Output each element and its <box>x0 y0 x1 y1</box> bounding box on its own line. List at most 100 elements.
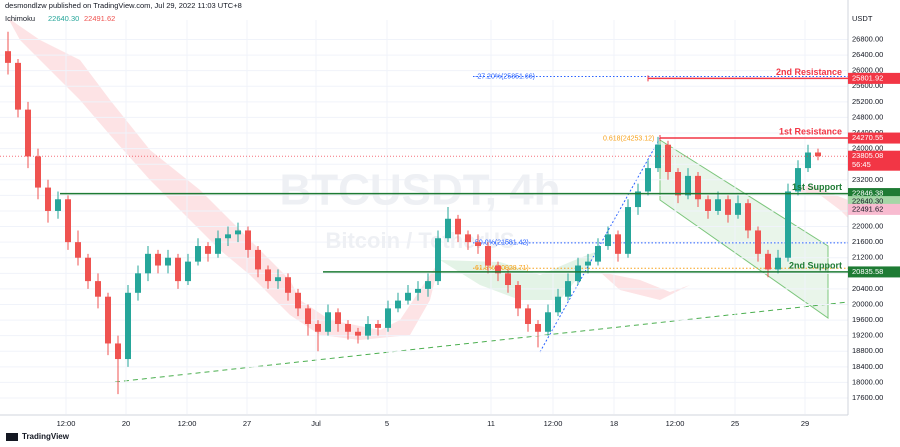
candle-body <box>535 323 541 332</box>
y-tick-label: 19600.00 <box>852 315 883 324</box>
y-tick-label: 18400.00 <box>852 362 883 371</box>
indicator-value: 22640.30 <box>48 14 79 23</box>
candle-body <box>225 234 231 239</box>
candle-body <box>615 234 621 254</box>
y-tick-label: 18000.00 <box>852 377 883 386</box>
candle-body <box>485 246 491 266</box>
candle-body <box>525 308 531 324</box>
candle-body <box>155 253 161 266</box>
candle-body <box>395 300 401 309</box>
y-tick-label: 21600.00 <box>852 237 883 246</box>
price-tag <box>848 196 900 208</box>
x-tick-label: Jul <box>311 419 321 428</box>
ichimoku-cloud <box>790 185 848 218</box>
price-tag <box>848 188 900 200</box>
x-tick-label: 12:00 <box>666 419 685 428</box>
header: desmondlzw published on TradingView.com,… <box>5 1 242 10</box>
candle-body <box>95 281 101 297</box>
candle-body <box>665 144 671 172</box>
candle-body <box>595 246 601 262</box>
candle-body <box>725 199 731 215</box>
candle-body <box>385 308 391 328</box>
y-tick-label: 24400.00 <box>852 128 883 137</box>
candle-body <box>555 296 561 313</box>
candle-body <box>455 218 461 235</box>
y-tick-label: 26400.00 <box>852 50 883 59</box>
y-tick-label: 17600.00 <box>852 393 883 402</box>
candle-body <box>5 51 11 63</box>
candle-body <box>245 230 251 250</box>
candle-body <box>605 234 611 247</box>
candle-body <box>195 246 201 262</box>
last-price-label: 23805.08 <box>852 151 883 160</box>
candle-body <box>305 308 311 324</box>
price-tag <box>848 266 900 278</box>
candle-body <box>625 207 631 254</box>
logo: TradingView <box>22 432 70 441</box>
candle-body <box>715 199 721 211</box>
candle-body <box>85 257 91 282</box>
candle-body <box>375 323 381 328</box>
candle-body <box>175 257 181 282</box>
price-tag-label: 24270.55 <box>852 133 883 142</box>
currency: USDT <box>852 14 873 23</box>
y-tick-label: 25200.00 <box>852 97 883 106</box>
candle-body <box>435 238 441 282</box>
candle-body <box>755 230 761 254</box>
x-tick-label: 12:00 <box>544 419 563 428</box>
candle-body <box>445 218 451 239</box>
logo-icon <box>6 433 18 441</box>
candle-body <box>565 281 571 297</box>
candle-body <box>695 175 701 200</box>
fib-label: 61.8%(20928.71) <box>475 265 529 272</box>
candle-body <box>205 246 211 254</box>
candle-body <box>65 199 71 243</box>
y-tick-label: 18800.00 <box>852 346 883 355</box>
y-tick-label: 23200.00 <box>852 175 883 184</box>
watermark-symbol: BTCUSDT, 4h <box>279 166 560 215</box>
candle-body <box>775 257 781 270</box>
candle-body <box>785 191 791 258</box>
level-label: 1st Support <box>792 182 842 192</box>
y-tick-label: 25600.00 <box>852 81 883 90</box>
y-tick-label: 24000.00 <box>852 144 883 153</box>
fib-label: 50.0%(21581.42) <box>475 240 529 247</box>
candle-body <box>405 292 411 301</box>
candle-body <box>315 323 321 332</box>
candle-body <box>115 343 121 360</box>
candle-body <box>105 296 111 344</box>
y-tick-label: 20400.00 <box>852 284 883 293</box>
level-label: 1st Resistance <box>779 126 842 136</box>
candle-body <box>125 292 131 360</box>
candle-body <box>765 253 771 270</box>
y-tick-label: 19200.00 <box>852 331 883 340</box>
candle-body <box>215 238 221 254</box>
candle-body <box>795 168 801 192</box>
candle-body <box>685 175 691 196</box>
candle-body <box>575 265 581 282</box>
level-label: 2nd Resistance <box>776 67 842 77</box>
y-tick-label: 22000.00 <box>852 222 883 231</box>
candle-body <box>415 288 421 293</box>
candle-body <box>585 261 591 266</box>
y-tick-label: 20000.00 <box>852 299 883 308</box>
x-tick-label: 11 <box>487 419 495 428</box>
level-label: 2nd Support <box>789 260 842 270</box>
candle-body <box>815 152 821 157</box>
price-tag <box>848 203 900 215</box>
indicator-tag-label: 22491.62 <box>852 204 883 213</box>
candle-body <box>425 281 431 289</box>
y-tick-label: 26000.00 <box>852 66 883 75</box>
x-tick-label: 29 <box>801 419 809 428</box>
y-tick-label: 21200.00 <box>852 253 883 262</box>
indicator-value: 22491.62 <box>84 14 115 23</box>
x-tick-label: 27 <box>243 419 251 428</box>
price-tag <box>848 150 900 171</box>
watermark-name: Bitcoin / TetherUS <box>325 228 514 253</box>
candle-body <box>465 234 471 243</box>
trend-line <box>114 301 849 383</box>
candle-body <box>735 203 741 215</box>
x-tick-label: 20 <box>122 419 130 428</box>
countdown: 56:45 <box>852 160 871 169</box>
candle-body <box>645 168 651 192</box>
